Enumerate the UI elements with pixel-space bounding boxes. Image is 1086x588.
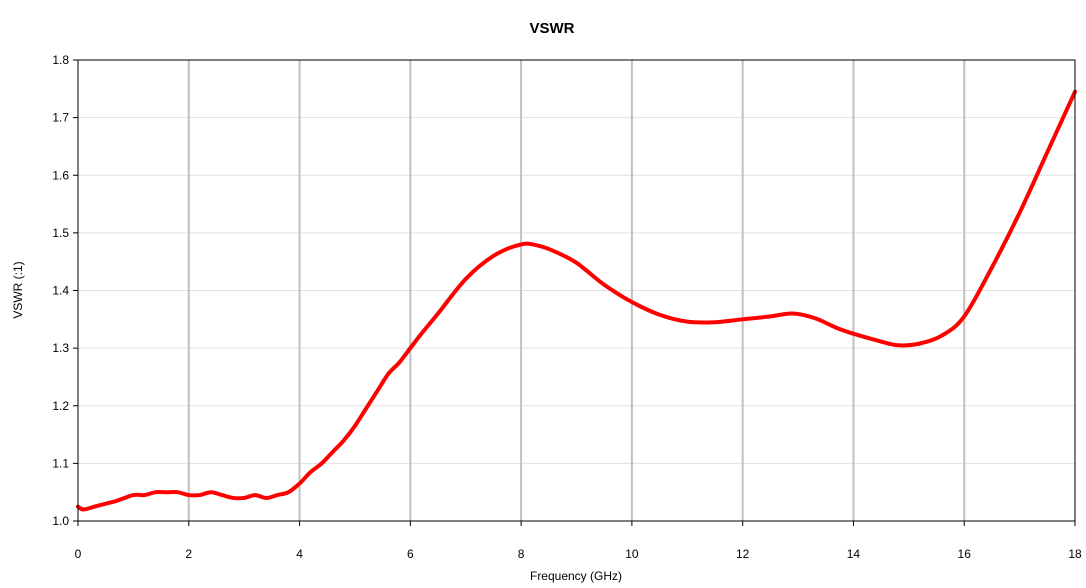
- y-axis-label: VSWR (:1): [11, 261, 25, 318]
- x-tick-label: 6: [407, 547, 414, 561]
- x-tick-label: 4: [296, 547, 303, 561]
- x-tick-label: 2: [185, 547, 192, 561]
- x-tick-label: 18: [1068, 547, 1082, 561]
- x-axis-label: Frequency (GHz): [530, 569, 622, 583]
- series-layer: [76, 89, 1077, 512]
- x-tick-label: 14: [847, 547, 861, 561]
- x-tick-label: 16: [958, 547, 972, 561]
- x-tick-label: 0: [75, 547, 82, 561]
- y-tick-label: 1.2: [52, 399, 69, 413]
- y-tick-label: 1.0: [52, 514, 69, 528]
- y-tick-label: 1.6: [52, 168, 69, 182]
- x-tick-labels: 0 2 4 6 8 10 12 14 16 18: [75, 521, 1082, 561]
- y-tick-label: 1.7: [52, 111, 69, 125]
- x-tick-label: 10: [625, 547, 639, 561]
- y-tick-label: 1.4: [52, 284, 69, 298]
- vswr-series-line: [76, 89, 1077, 512]
- x-tick-label: 8: [518, 547, 525, 561]
- x-tick-label: 12: [736, 547, 750, 561]
- chart-title: VSWR: [530, 20, 575, 37]
- y-tick-labels: 1.0 1.1 1.2 1.3 1.4 1.5 1.6 1.7 1.8: [52, 53, 78, 528]
- grid: [78, 60, 1075, 521]
- y-tick-label: 1.1: [52, 456, 69, 470]
- y-tick-label: 1.5: [52, 226, 69, 240]
- y-tick-label: 1.3: [52, 341, 69, 355]
- y-tick-label: 1.8: [52, 53, 69, 67]
